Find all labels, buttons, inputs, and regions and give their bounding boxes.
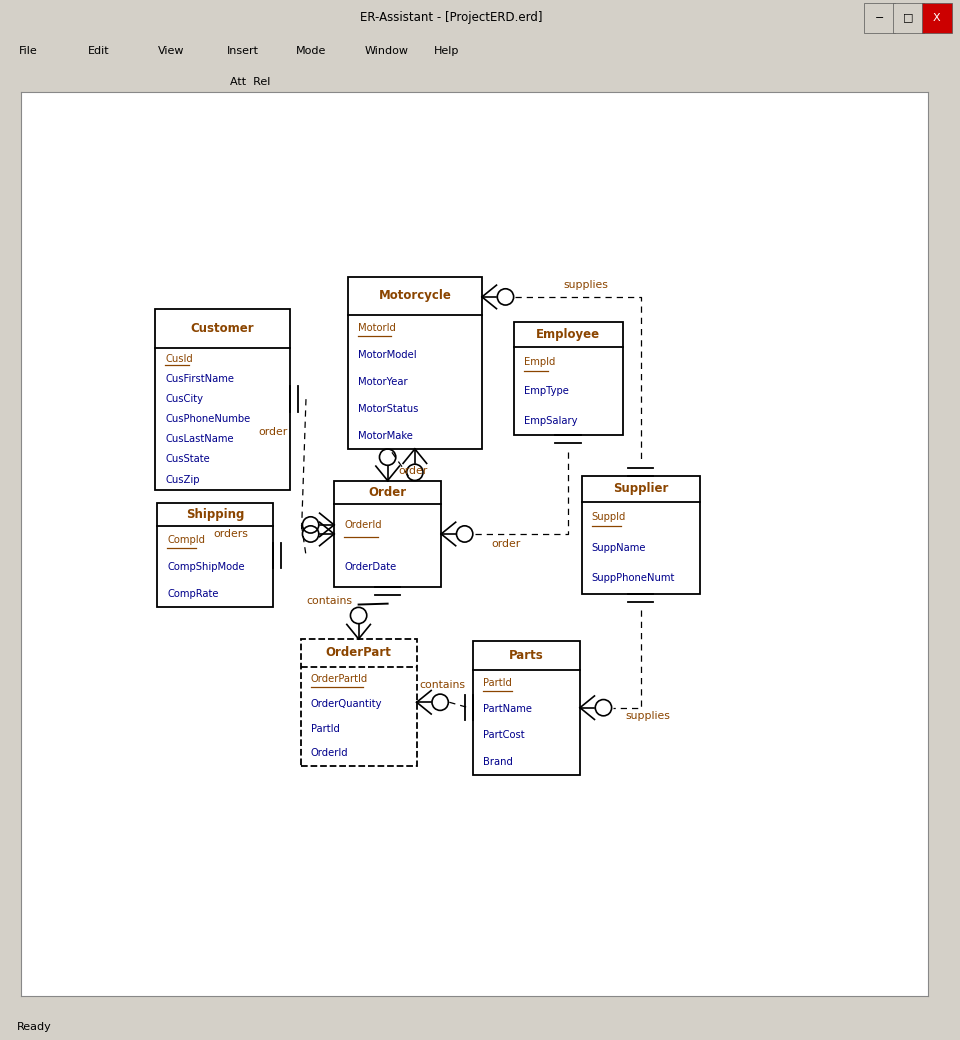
- Text: OrderQuantity: OrderQuantity: [310, 699, 382, 709]
- Bar: [473, 641, 580, 775]
- Text: CusZip: CusZip: [165, 474, 200, 485]
- Text: OrderPart: OrderPart: [325, 646, 392, 659]
- Text: MotorModel: MotorModel: [358, 350, 417, 360]
- Text: PartId: PartId: [483, 678, 512, 688]
- Text: supplies: supplies: [625, 711, 670, 722]
- Text: contains: contains: [306, 596, 352, 606]
- Text: CusState: CusState: [165, 454, 210, 465]
- Text: Customer: Customer: [191, 322, 254, 335]
- Text: supplies: supplies: [564, 280, 609, 290]
- Text: Motorcycle: Motorcycle: [378, 289, 451, 303]
- Text: CompRate: CompRate: [167, 589, 219, 599]
- Text: Att  Rel: Att Rel: [230, 77, 271, 87]
- Text: SuppName: SuppName: [591, 543, 646, 553]
- Text: CusLastName: CusLastName: [165, 435, 234, 444]
- Text: SuppPhoneNumt: SuppPhoneNumt: [591, 573, 675, 583]
- Bar: [864, 3, 895, 32]
- Text: Help: Help: [434, 46, 459, 56]
- Text: OrderDate: OrderDate: [344, 562, 396, 572]
- Text: Insert: Insert: [227, 46, 258, 56]
- Text: PartName: PartName: [483, 704, 532, 714]
- Text: EmpSalary: EmpSalary: [524, 416, 577, 425]
- Text: OrderId: OrderId: [310, 748, 348, 758]
- Text: EmpType: EmpType: [524, 386, 568, 396]
- Bar: [156, 309, 290, 490]
- Text: CusPhoneNumbe: CusPhoneNumbe: [165, 414, 251, 424]
- Text: −: −: [875, 12, 884, 23]
- Text: orders: orders: [213, 529, 249, 539]
- Text: Order: Order: [369, 486, 407, 499]
- Text: OrderPartId: OrderPartId: [310, 674, 368, 684]
- Text: Parts: Parts: [509, 649, 543, 662]
- Text: Brand: Brand: [483, 756, 513, 766]
- Text: X: X: [933, 12, 941, 23]
- Bar: [893, 3, 924, 32]
- Text: CusId: CusId: [165, 354, 193, 364]
- Bar: [157, 503, 274, 607]
- Text: Employee: Employee: [536, 329, 600, 341]
- Text: PartId: PartId: [310, 724, 340, 733]
- Text: Ready: Ready: [17, 1022, 52, 1032]
- Text: MotorMake: MotorMake: [358, 431, 413, 441]
- Text: OrderId: OrderId: [344, 520, 382, 530]
- Bar: [334, 480, 442, 588]
- Text: □: □: [903, 12, 913, 23]
- Text: contains: contains: [420, 680, 466, 690]
- Bar: [922, 3, 952, 32]
- Text: ER-Assistant - [ProjectERD.erd]: ER-Assistant - [ProjectERD.erd]: [360, 11, 542, 24]
- Bar: [348, 277, 482, 449]
- Text: order: order: [259, 427, 288, 438]
- Bar: [582, 476, 700, 594]
- Text: order: order: [398, 466, 428, 475]
- Text: Edit: Edit: [88, 46, 110, 56]
- Text: PartCost: PartCost: [483, 730, 524, 740]
- Text: CusFirstName: CusFirstName: [165, 373, 234, 384]
- Bar: [514, 322, 623, 436]
- Text: CompId: CompId: [167, 535, 205, 545]
- Text: Mode: Mode: [296, 46, 326, 56]
- Text: SuppId: SuppId: [591, 513, 626, 522]
- Text: EmpId: EmpId: [524, 357, 555, 367]
- Text: Supplier: Supplier: [613, 483, 668, 495]
- Text: View: View: [157, 46, 184, 56]
- Text: MotorId: MotorId: [358, 323, 396, 333]
- Text: File: File: [19, 46, 38, 56]
- Text: CusCity: CusCity: [165, 394, 204, 404]
- Text: MotorStatus: MotorStatus: [358, 404, 418, 414]
- Text: CompShipMode: CompShipMode: [167, 562, 245, 572]
- Text: order: order: [492, 539, 520, 549]
- Text: MotorYear: MotorYear: [358, 376, 407, 387]
- Text: Shipping: Shipping: [186, 509, 245, 521]
- Text: Window: Window: [365, 46, 409, 56]
- Bar: [300, 639, 417, 765]
